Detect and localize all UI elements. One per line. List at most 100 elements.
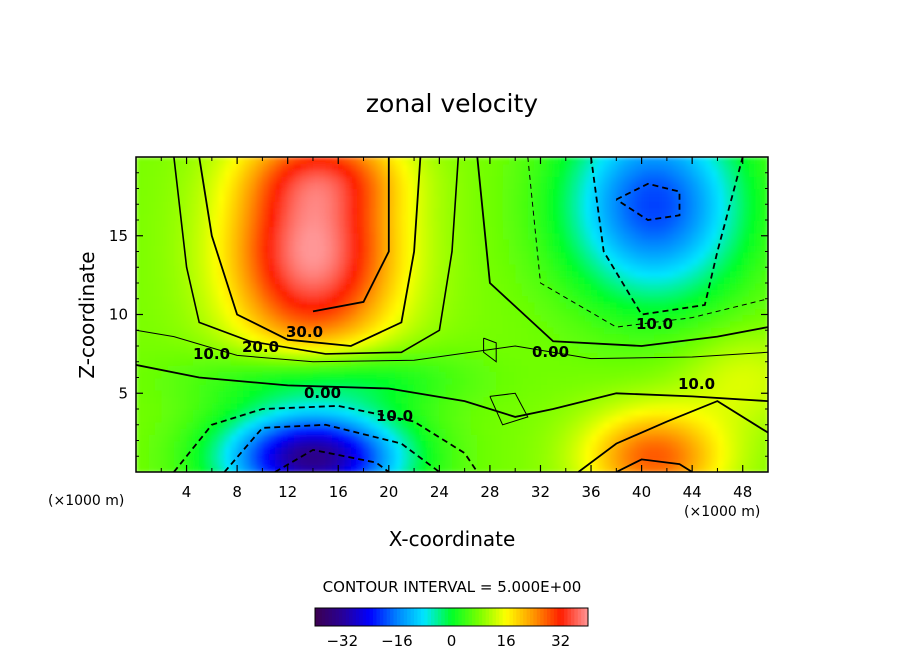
field-cell (673, 333, 681, 341)
field-cell (647, 396, 656, 404)
field-cell (578, 377, 586, 385)
field-cell (578, 421, 586, 429)
field-cell (660, 390, 668, 398)
field-cell (578, 352, 586, 360)
field-cell (761, 453, 768, 461)
field-cell (755, 390, 763, 398)
field-cell (452, 207, 460, 215)
field-cell (357, 157, 365, 165)
field-cell (331, 283, 340, 291)
field-cell (749, 175, 757, 183)
field-cell (489, 220, 498, 228)
field-cell (527, 201, 535, 209)
field-cell (180, 257, 188, 265)
field-cell (534, 201, 542, 209)
field-cell (489, 358, 498, 366)
field-cell (647, 446, 656, 454)
field-cell (610, 459, 618, 467)
field-cell (610, 238, 618, 246)
field-cell (382, 194, 390, 202)
field-cell (344, 157, 352, 165)
field-cell (647, 301, 656, 309)
field-cell (268, 175, 276, 183)
field-cell (256, 396, 264, 404)
field-cell (211, 295, 219, 303)
field-cell (452, 421, 460, 429)
field-cell (508, 194, 516, 202)
field-cell (622, 434, 630, 442)
field-cell (256, 308, 264, 316)
field-cell (673, 251, 681, 259)
field-cell (641, 245, 649, 253)
field-cell (603, 339, 611, 347)
field-cell (572, 213, 580, 221)
field-cell (294, 371, 302, 379)
field-cell (294, 327, 302, 335)
field-cell (243, 270, 251, 278)
field-cell (515, 238, 523, 246)
field-cell (553, 390, 561, 398)
field-cell (331, 333, 340, 341)
field-cell (578, 270, 586, 278)
field-cell (243, 157, 251, 165)
field-cell (736, 409, 744, 417)
field-cell (388, 434, 396, 442)
field-cell (666, 157, 674, 165)
field-cell (211, 169, 219, 177)
field-cell (395, 213, 403, 221)
field-cell (205, 301, 213, 309)
field-cell (300, 415, 308, 423)
field-cell (591, 446, 599, 454)
field-cell (344, 257, 352, 265)
field-cell (262, 346, 270, 354)
field-cell (294, 257, 302, 265)
field-cell (622, 358, 630, 366)
field-cell (717, 188, 725, 196)
field-cell (616, 446, 624, 454)
field-cell (553, 157, 561, 165)
field-cell (540, 320, 548, 328)
field-cell (470, 346, 479, 354)
field-cell (312, 377, 321, 385)
field-cell (717, 377, 725, 385)
field-cell (635, 383, 643, 391)
field-cell (591, 226, 599, 234)
field-cell (730, 371, 738, 379)
field-cell (230, 220, 238, 228)
field-cell (515, 301, 523, 309)
field-cell (154, 201, 163, 209)
field-cell (199, 377, 207, 385)
field-cell (382, 415, 390, 423)
field-cell (376, 201, 384, 209)
field-cell (325, 377, 333, 385)
field-cell (395, 434, 403, 442)
field-cell (616, 358, 624, 366)
field-cell (755, 295, 763, 303)
field-cell (616, 427, 624, 435)
field-cell (281, 377, 289, 385)
field-cell (736, 257, 744, 265)
field-cell (685, 232, 693, 240)
field-cell (173, 264, 182, 272)
field-cell (312, 459, 321, 467)
field-cell (679, 459, 687, 467)
field-cell (616, 314, 624, 322)
field-cell (382, 308, 390, 316)
field-cell (300, 314, 308, 322)
field-cell (401, 327, 409, 335)
field-cell (527, 245, 535, 253)
field-cell (534, 238, 542, 246)
field-cell (685, 427, 693, 435)
field-cell (142, 409, 150, 417)
field-cell (211, 383, 219, 391)
field-cell (401, 396, 409, 404)
field-cell (628, 320, 637, 328)
field-cell (679, 251, 687, 259)
field-cell (628, 270, 637, 278)
field-cell (736, 201, 744, 209)
field-cell (749, 257, 757, 265)
field-cell (136, 213, 144, 221)
field-cell (452, 314, 460, 322)
field-cell (300, 320, 308, 328)
field-cell (192, 352, 200, 360)
